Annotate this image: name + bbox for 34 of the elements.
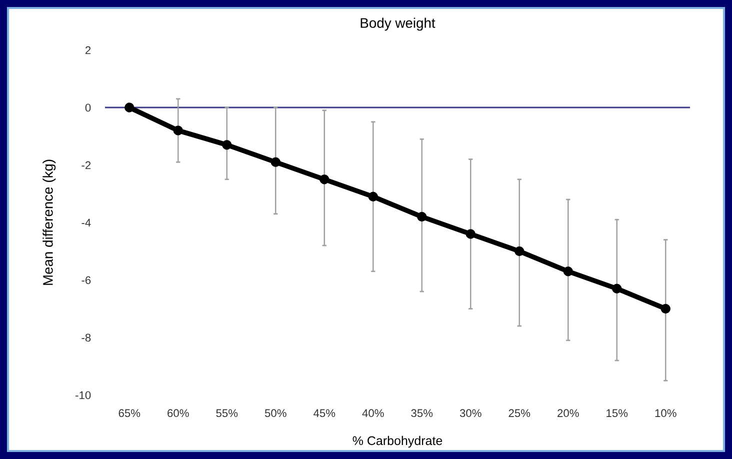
y-tick-label: -8: [82, 334, 91, 342]
x-tick-label: 45%: [314, 409, 336, 418]
chart-title: Body weight: [360, 18, 436, 31]
point: [368, 192, 378, 202]
point: [270, 157, 280, 167]
point: [563, 266, 573, 276]
x-axis-title: % Carbohydrate: [352, 436, 442, 448]
y-tick-label: -10: [76, 391, 91, 400]
x-tick-label: 40%: [362, 409, 384, 418]
x-tick-label: 15%: [606, 409, 628, 418]
y-tick-label: 0: [85, 104, 91, 112]
y-axis-title: Mean difference (kg): [42, 160, 56, 285]
x-tick-label: 20%: [558, 409, 579, 418]
x-tick-label: 55%: [216, 409, 238, 418]
y-tick-label: -4: [82, 218, 91, 227]
point: [514, 246, 524, 256]
y-tick-label: -6: [82, 276, 91, 284]
y-tick-label: -2: [82, 161, 91, 170]
point: [320, 174, 330, 184]
point: [124, 102, 134, 112]
point: [222, 140, 232, 150]
x-tick-label: 60%: [168, 409, 189, 418]
point: [173, 126, 183, 136]
point: [466, 229, 476, 239]
point: [417, 212, 427, 222]
x-tick-label: 10%: [655, 409, 676, 418]
x-tick-label: 30%: [460, 409, 482, 418]
x-tick-label: 25%: [508, 409, 530, 418]
y-tick-label: 2: [85, 46, 91, 54]
point: [660, 304, 670, 314]
point: [612, 284, 622, 294]
x-tick-label: 50%: [264, 409, 286, 418]
x-tick-label: 35%: [411, 409, 433, 418]
x-tick-label: 65%: [118, 409, 140, 418]
